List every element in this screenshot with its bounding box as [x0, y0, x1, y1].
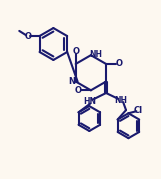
Text: O: O [115, 59, 122, 68]
Text: Cl: Cl [134, 106, 143, 115]
Text: O: O [72, 47, 79, 56]
Text: NH: NH [89, 50, 102, 59]
Text: N: N [69, 77, 76, 86]
Text: HN: HN [83, 97, 96, 106]
Text: O: O [24, 32, 32, 40]
Text: O: O [75, 86, 82, 95]
Text: NH: NH [115, 96, 128, 105]
